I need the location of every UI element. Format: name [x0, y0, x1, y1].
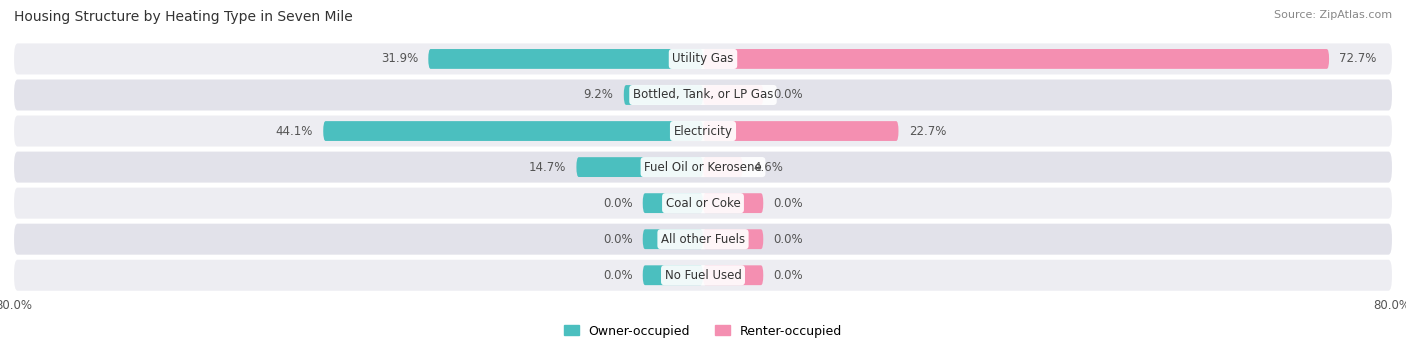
Text: Housing Structure by Heating Type in Seven Mile: Housing Structure by Heating Type in Sev… [14, 10, 353, 24]
FancyBboxPatch shape [14, 260, 1392, 291]
Text: 31.9%: 31.9% [381, 53, 418, 65]
Text: 22.7%: 22.7% [908, 124, 946, 137]
Text: 72.7%: 72.7% [1340, 53, 1376, 65]
Text: Utility Gas: Utility Gas [672, 53, 734, 65]
Text: 14.7%: 14.7% [529, 161, 567, 174]
FancyBboxPatch shape [703, 121, 898, 141]
Text: Bottled, Tank, or LP Gas: Bottled, Tank, or LP Gas [633, 89, 773, 102]
Text: 44.1%: 44.1% [276, 124, 314, 137]
FancyBboxPatch shape [14, 43, 1392, 74]
FancyBboxPatch shape [703, 193, 763, 213]
Legend: Owner-occupied, Renter-occupied: Owner-occupied, Renter-occupied [558, 320, 848, 341]
Text: 0.0%: 0.0% [603, 269, 633, 282]
Text: Electricity: Electricity [673, 124, 733, 137]
Text: 0.0%: 0.0% [603, 233, 633, 246]
Text: Coal or Coke: Coal or Coke [665, 197, 741, 210]
Text: No Fuel Used: No Fuel Used [665, 269, 741, 282]
FancyBboxPatch shape [703, 229, 763, 249]
FancyBboxPatch shape [643, 229, 703, 249]
Text: 0.0%: 0.0% [773, 269, 803, 282]
FancyBboxPatch shape [14, 224, 1392, 255]
Text: 0.0%: 0.0% [603, 197, 633, 210]
FancyBboxPatch shape [703, 85, 763, 105]
Text: 0.0%: 0.0% [773, 197, 803, 210]
FancyBboxPatch shape [643, 265, 703, 285]
FancyBboxPatch shape [429, 49, 703, 69]
Text: Source: ZipAtlas.com: Source: ZipAtlas.com [1274, 10, 1392, 20]
FancyBboxPatch shape [624, 85, 703, 105]
FancyBboxPatch shape [14, 152, 1392, 182]
FancyBboxPatch shape [703, 265, 763, 285]
Text: 0.0%: 0.0% [773, 233, 803, 246]
Text: Fuel Oil or Kerosene: Fuel Oil or Kerosene [644, 161, 762, 174]
FancyBboxPatch shape [14, 116, 1392, 147]
Text: All other Fuels: All other Fuels [661, 233, 745, 246]
FancyBboxPatch shape [643, 193, 703, 213]
Text: 4.6%: 4.6% [754, 161, 783, 174]
FancyBboxPatch shape [14, 79, 1392, 110]
FancyBboxPatch shape [703, 49, 1329, 69]
FancyBboxPatch shape [703, 157, 742, 177]
FancyBboxPatch shape [323, 121, 703, 141]
FancyBboxPatch shape [14, 188, 1392, 219]
Text: 0.0%: 0.0% [773, 89, 803, 102]
Text: 9.2%: 9.2% [583, 89, 613, 102]
FancyBboxPatch shape [576, 157, 703, 177]
